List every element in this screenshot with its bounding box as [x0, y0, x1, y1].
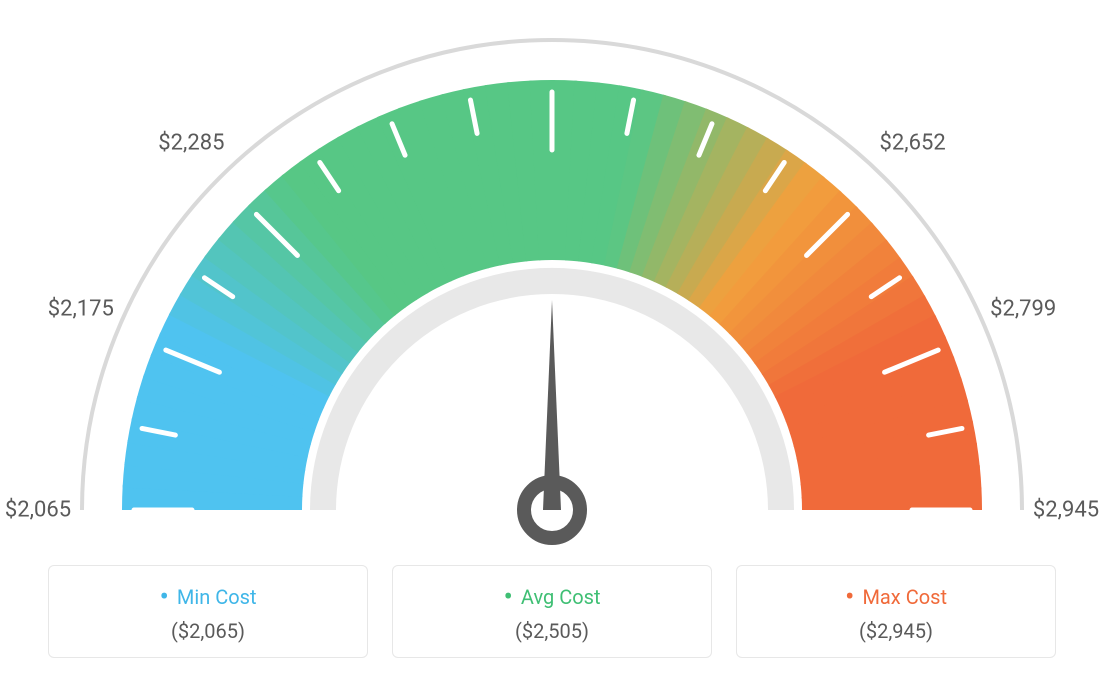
gauge-tick-label: $2,799 [990, 296, 1056, 321]
gauge-tick-label: $2,652 [880, 131, 946, 156]
gauge-tick-label: $2,175 [48, 296, 114, 321]
legend-card-max: Max Cost ($2,945) [736, 565, 1056, 658]
legend-avg-label: Avg Cost [403, 580, 701, 613]
gauge-tick-label: $2,065 [5, 498, 71, 523]
legend-max-label: Max Cost [747, 580, 1045, 613]
legend-avg-value: ($2,505) [403, 619, 701, 643]
legend-card-min: Min Cost ($2,065) [48, 565, 368, 658]
gauge-chart: $2,065 $2,175 $2,285 $2,505 $2,652 $2,799 $2,9… [0, 0, 1104, 560]
legend-card-avg: Avg Cost ($2,505) [392, 565, 712, 658]
gauge-tick-label: $2,285 [158, 131, 224, 156]
legend-row: Min Cost ($2,065) Avg Cost ($2,505) Max … [0, 565, 1104, 658]
legend-max-value: ($2,945) [747, 619, 1045, 643]
legend-min-value: ($2,065) [59, 619, 357, 643]
legend-min-label: Min Cost [59, 580, 357, 613]
gauge-tick-label: $2,505 [519, 0, 585, 3]
gauge-tick-label: $2,945 [1033, 498, 1099, 523]
gauge-svg [0, 0, 1104, 560]
